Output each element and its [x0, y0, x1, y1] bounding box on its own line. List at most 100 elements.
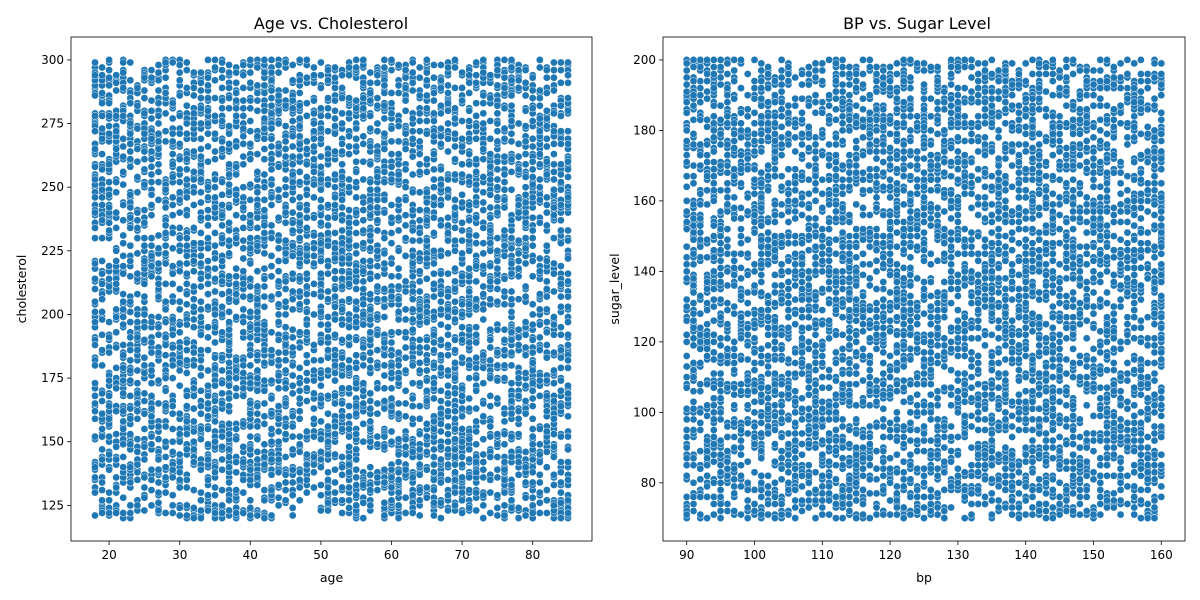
data-point: [408, 127, 417, 136]
data-point: [486, 488, 495, 497]
data-point: [168, 201, 177, 209]
data-point: [528, 104, 537, 113]
data-point: [147, 476, 156, 484]
data-point: [451, 224, 459, 232]
data-point: [493, 511, 502, 520]
data-point: [105, 282, 113, 291]
data-point: [557, 302, 565, 311]
data-point: [119, 168, 128, 176]
data-point: [161, 259, 170, 268]
data-point: [182, 501, 191, 510]
data-point: [246, 399, 255, 408]
data-point: [550, 109, 558, 118]
data-point: [133, 234, 142, 242]
data-point: [359, 343, 368, 352]
data-point: [295, 259, 304, 268]
data-point: [408, 188, 417, 197]
data-point: [535, 63, 544, 72]
data-point: [430, 292, 438, 301]
data-point: [444, 313, 452, 321]
data-point: [267, 358, 276, 367]
data-point: [317, 381, 325, 390]
data-point: [133, 448, 142, 456]
data-point: [105, 509, 113, 517]
data-point: [564, 330, 572, 339]
data-point: [260, 206, 269, 214]
data-point: [507, 496, 516, 505]
data-point: [521, 208, 530, 217]
data-point: [140, 155, 149, 164]
data-point: [550, 203, 558, 212]
data-point: [288, 478, 297, 487]
data-point: [486, 213, 495, 222]
data-point: [331, 465, 339, 474]
data-point: [557, 292, 565, 301]
data-point: [281, 341, 290, 349]
data-point: [105, 333, 113, 342]
data-point: [98, 269, 106, 278]
data-point: [401, 450, 410, 459]
data-point: [521, 292, 530, 301]
data-point: [197, 514, 205, 522]
data-point: [218, 66, 226, 74]
data-point: [437, 84, 445, 92]
data-point: [310, 168, 318, 176]
data-point: [401, 315, 410, 324]
data-point: [175, 381, 184, 390]
data-point: [465, 435, 474, 444]
data-point: [528, 117, 537, 125]
data-point: [338, 239, 346, 248]
data-point: [324, 476, 332, 484]
data-point: [366, 336, 375, 344]
data-point: [218, 455, 226, 464]
data-point: [479, 198, 488, 207]
data-point: [91, 432, 99, 441]
data-point: [394, 122, 403, 130]
data-point: [528, 300, 537, 309]
data-point: [147, 178, 156, 186]
data-point: [274, 356, 283, 365]
data-point: [133, 476, 142, 484]
data-point: [472, 458, 481, 466]
data-point: [239, 152, 248, 161]
data-point: [557, 364, 565, 372]
data-point: [324, 112, 332, 120]
data-point: [317, 71, 325, 80]
data-point: [387, 239, 396, 248]
data-point: [288, 226, 297, 235]
data-point: [352, 402, 361, 410]
data-point: [281, 175, 290, 184]
data-point: [119, 269, 128, 278]
data-point: [401, 129, 410, 138]
data-point: [380, 404, 389, 413]
data-point: [458, 404, 466, 413]
data-point: [211, 264, 219, 273]
data-point: [366, 328, 375, 337]
data-point: [422, 366, 431, 375]
data-point: [133, 407, 142, 416]
data-point: [98, 361, 106, 370]
data-point: [98, 346, 106, 354]
data-point: [168, 280, 177, 288]
data-point: [486, 325, 495, 334]
data-point: [246, 155, 255, 164]
data-point: [345, 94, 353, 102]
data-point: [253, 282, 262, 291]
data-point: [324, 498, 332, 507]
data-point: [112, 257, 121, 265]
data-point: [295, 178, 304, 186]
data-point: [479, 109, 488, 118]
data-point: [373, 216, 382, 225]
data-point: [493, 127, 502, 136]
data-point: [366, 437, 375, 446]
data-point: [422, 168, 431, 176]
data-point: [415, 402, 424, 410]
data-point: [458, 425, 466, 433]
data-point: [479, 351, 488, 360]
data-point: [380, 511, 389, 520]
data-point: [204, 157, 212, 166]
data-point: [359, 514, 368, 522]
data-point: [225, 180, 233, 189]
data-point: [528, 358, 537, 367]
data-point: [119, 180, 128, 189]
